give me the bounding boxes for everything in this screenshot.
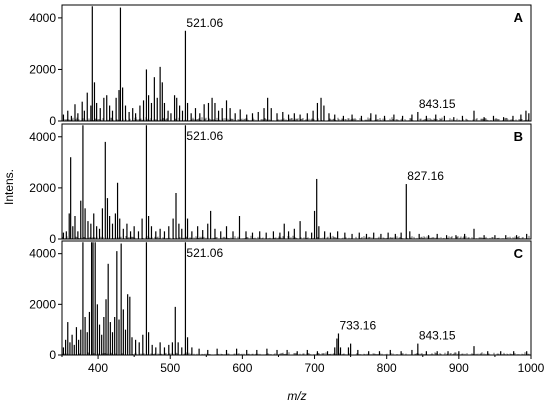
panel-letter: C <box>514 246 524 261</box>
y-tick-label: 4000 <box>29 247 56 261</box>
panel-frame <box>61 240 532 356</box>
panel-c: 0 2000 4000 521.06 733.16 843.15 C <box>29 240 532 362</box>
y-tick-label: 0 <box>49 232 56 246</box>
panel-frame <box>61 4 532 122</box>
panel-letter: A <box>514 10 524 25</box>
panel-b: 0 2000 4000 521.06 827.16 B <box>29 123 532 246</box>
y-axis-label: Intens. <box>2 169 16 205</box>
x-tick-label: 400 <box>88 361 108 375</box>
peak-label: 733.16 <box>339 318 376 332</box>
x-tick-label: 1000 <box>518 361 545 375</box>
y-tick-label: 4000 <box>29 130 56 144</box>
y-tick-label: 4000 <box>29 11 56 25</box>
panel-a: 0 2000 4000 521.06 843.15 A <box>29 4 532 128</box>
peak-label: 521.06 <box>186 129 223 143</box>
x-tick-label: 500 <box>160 361 180 375</box>
x-tick-label: 700 <box>305 361 325 375</box>
y-tick-label: 0 <box>49 348 56 362</box>
panel-letter: B <box>514 129 523 144</box>
spectrum-peaks <box>62 125 528 239</box>
peak-label: 827.16 <box>407 169 444 183</box>
x-axis: 400 500 600 700 800 900 1000 <box>61 355 545 375</box>
y-tick-label: 2000 <box>29 297 56 311</box>
spectrum-panels: 0 2000 4000 521.06 843.15 A 0 2000 4000 521.06 827… <box>29 4 532 362</box>
panel-frame <box>61 123 532 240</box>
peak-label: 521.06 <box>186 16 223 30</box>
x-tick-label: 600 <box>232 361 252 375</box>
x-axis-label: m/z <box>287 389 306 403</box>
peak-label: 843.15 <box>419 97 456 111</box>
spectrum-peaks <box>62 6 530 121</box>
y-tick-label: 2000 <box>29 62 56 76</box>
spectrum-peaks <box>62 242 528 355</box>
peak-label: 843.15 <box>419 329 456 343</box>
y-tick-label: 2000 <box>29 181 56 195</box>
x-tick-label: 800 <box>377 361 397 375</box>
peak-label: 521.06 <box>186 246 223 260</box>
y-tick-label: 0 <box>49 114 56 128</box>
x-tick-label: 900 <box>449 361 469 375</box>
